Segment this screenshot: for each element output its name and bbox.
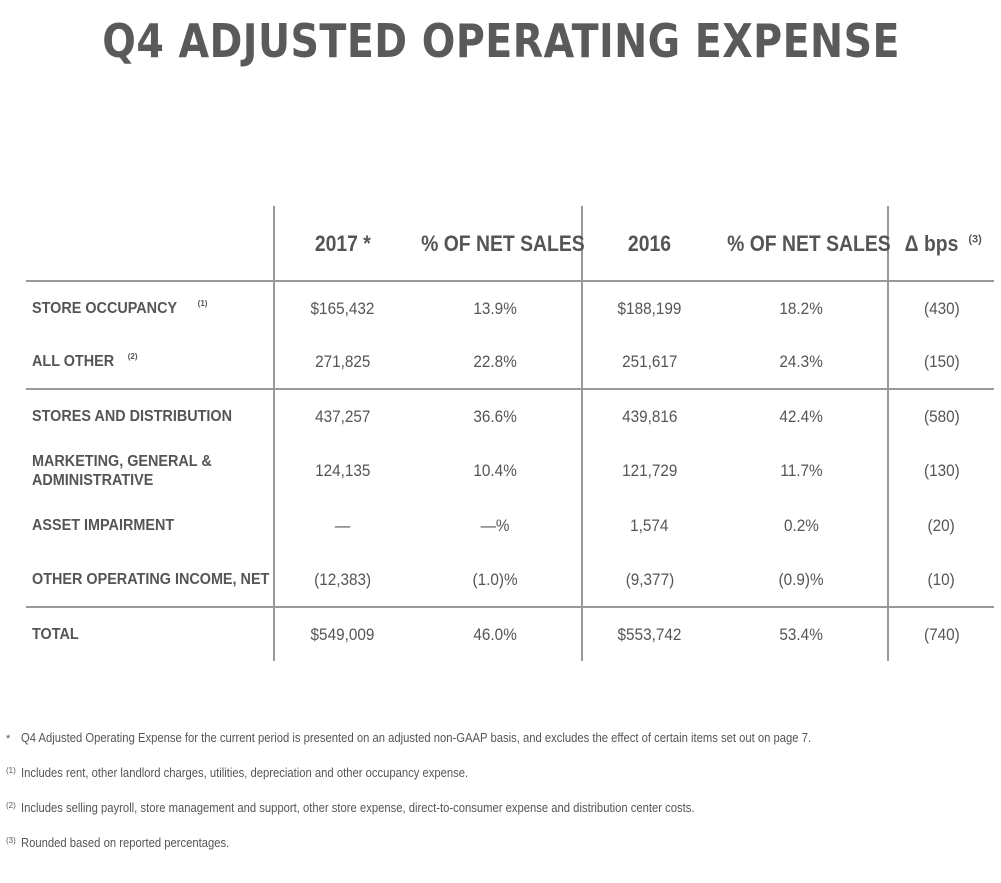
table-row: STORES AND DISTRIBUTION 437,257 36.6% 43… (26, 388, 994, 443)
cell-2017: — (334, 516, 351, 535)
expense-table: 2017 * % OF NET SALES 2016 % OF NET SALE… (26, 206, 994, 661)
cell-pct-2016: 42.4% (716, 388, 889, 443)
row-label: OTHER OPERATING INCOME, NET (26, 553, 275, 607)
footnote-item: * Q4 Adjusted Operating Expense for the … (6, 731, 996, 766)
cell-pct-2016: 53.4% (716, 606, 889, 661)
cell-pct-2017: 46.0% (410, 606, 583, 661)
footnote-mark: (1) (6, 766, 16, 775)
expense-table-container: 2017 * % OF NET SALES 2016 % OF NET SALE… (26, 206, 994, 661)
cell-pct-2017: 13.9% (410, 281, 583, 335)
cell-pct-2016: 0.2% (716, 499, 889, 553)
cell-2017: 271,825 (314, 351, 371, 371)
cell-pct-2016: 18.2% (716, 281, 889, 335)
cell-delta-bps: (150) (923, 351, 960, 371)
footnote-text: Rounded based on reported percentages. (21, 836, 230, 850)
table-row-total: TOTAL $549,009 46.0% $553,742 53.4% (740… (26, 606, 994, 661)
cell-pct-2017: 36.6% (410, 388, 583, 443)
table-row: ALL OTHER (2) 271,825 22.8% 251,617 24.3… (26, 335, 994, 389)
cell-delta-bps: (20) (927, 516, 956, 535)
cell-2016: 121,729 (621, 461, 678, 480)
footnote-mark: * (6, 733, 11, 745)
table-row: MARKETING, GENERAL & ADMINISTRATIVE 124,… (26, 443, 994, 499)
footnote-text: Includes selling payroll, store manageme… (21, 801, 695, 815)
cell-2016: $553,742 (582, 606, 716, 661)
header-delta-bps-footnote: (3) (968, 233, 982, 246)
row-label: STORES AND DISTRIBUTION (26, 388, 275, 443)
footnote-mark: (2) (6, 801, 16, 810)
cell-pct-2016: 11.7% (716, 443, 889, 499)
footnote-text: Includes rent, other landlord charges, u… (21, 766, 469, 780)
footnote-item: (2) Includes selling payroll, store mana… (6, 801, 996, 836)
cell-2017: (12,383) (313, 569, 371, 589)
cell-2016: 439,816 (582, 388, 716, 443)
header-2017: 2017 * (274, 206, 410, 282)
cell-2017: $165,432 (310, 298, 375, 318)
header-label-cell (26, 206, 275, 282)
row-label: ASSET IMPAIRMENT (26, 499, 275, 553)
row-label-footnote: (1) (197, 299, 208, 309)
row-label: MARKETING, GENERAL & ADMINISTRATIVE (26, 443, 275, 499)
table-row: ASSET IMPAIRMENT — —% 1,574 0.2% (20) (26, 499, 994, 553)
footnote-mark: (3) (6, 836, 16, 845)
footnote-item: (1) Includes rent, other landlord charge… (6, 766, 996, 801)
cell-2017: $549,009 (274, 606, 410, 661)
cell-2016: 1,574 (630, 516, 669, 535)
cell-pct-2016: (0.9)% (716, 553, 889, 607)
header-delta-bps: Δ bps (3) (888, 206, 994, 282)
page-title: Q4 ADJUSTED OPERATING EXPENSE (102, 14, 900, 68)
header-2016: 2016 (582, 206, 716, 282)
cell-delta-bps: (740) (888, 606, 994, 661)
cell-pct-2017: 22.8% (410, 335, 583, 389)
row-label: TOTAL (26, 606, 275, 661)
cell-pct-2017: 10.4% (410, 443, 583, 499)
footnote-text: Q4 Adjusted Operating Expense for the cu… (21, 731, 812, 745)
cell-delta-bps: (130) (923, 461, 960, 480)
footnotes: * Q4 Adjusted Operating Expense for the … (6, 731, 996, 871)
cell-pct-2017: —% (410, 499, 583, 553)
cell-2017: 437,257 (274, 388, 410, 443)
cell-delta-bps: (580) (888, 388, 994, 443)
table-header-row: 2017 * % OF NET SALES 2016 % OF NET SALE… (26, 206, 994, 282)
row-label: ALL OTHER (2) (26, 335, 275, 389)
table-row: OTHER OPERATING INCOME, NET (12,383) (1.… (26, 553, 994, 607)
cell-pct-2017: (1.0)% (410, 553, 583, 607)
header-pct-net-sales-2017: % OF NET SALES (410, 206, 585, 282)
cell-delta-bps: (430) (923, 298, 960, 318)
cell-pct-2016: 24.3% (716, 335, 889, 389)
row-label: STORE OCCUPANCY (1) (26, 281, 275, 335)
cell-delta-bps: (10) (927, 569, 956, 589)
cell-2016: 251,617 (621, 351, 678, 371)
table-row: STORE OCCUPANCY (1) $165,432 13.9% $188,… (26, 281, 994, 335)
cell-2016: $188,199 (617, 298, 682, 318)
row-label-footnote: (2) (127, 352, 138, 362)
footnote-item: (3) Rounded based on reported percentage… (6, 836, 996, 871)
cell-2016: (9,377) (625, 569, 674, 589)
header-pct-net-sales-2016: % OF NET SALES (716, 206, 891, 282)
cell-2017: 124,135 (314, 461, 371, 480)
